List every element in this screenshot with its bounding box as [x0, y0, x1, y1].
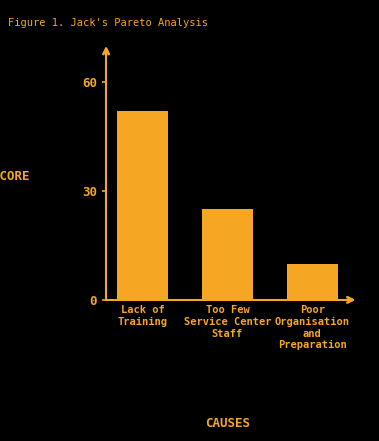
Bar: [202, 209, 253, 300]
Text: Figure 1. Jack's Pareto Analysis: Figure 1. Jack's Pareto Analysis: [8, 18, 208, 28]
Bar: [287, 264, 338, 300]
Text: CAUSES: CAUSES: [205, 417, 250, 430]
Bar: [117, 111, 168, 300]
Text: SCORE: SCORE: [0, 170, 30, 183]
